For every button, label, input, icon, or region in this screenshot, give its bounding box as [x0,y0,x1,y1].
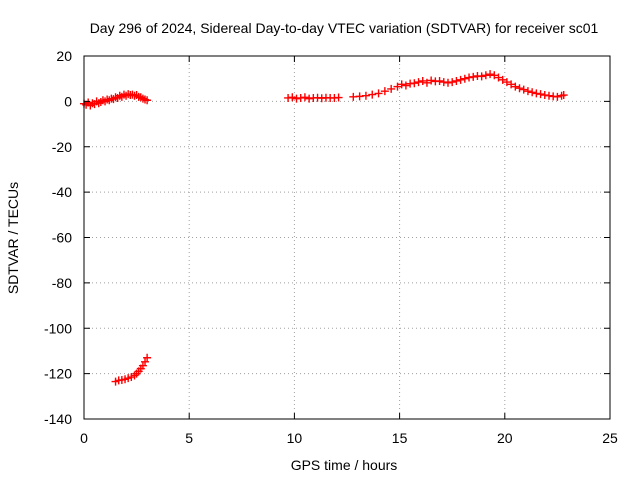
x-tick-labels: 0 5 10 15 20 25 [80,430,618,446]
x-tick-label: 25 [602,430,618,446]
data-point [435,76,444,85]
chart-title: Day 296 of 2024, Sidereal Day-to-day VTE… [90,20,599,36]
x-tick-label: 20 [497,430,513,446]
data-point [452,76,461,85]
data-point [143,96,152,105]
data-point [288,93,297,102]
data-point [387,84,396,93]
y-tick-label: -80 [52,275,72,291]
y-tick-label: -40 [52,184,72,200]
x-tick-label: 15 [392,430,408,446]
grid-lines [84,56,610,419]
data-point [507,80,516,89]
data-point [477,72,486,81]
y-tick-label: -100 [44,320,72,336]
y-tick-label: -140 [44,411,72,427]
y-tick-labels: 20 0 -20 -40 -60 -80 -100 -120 -140 [44,48,72,427]
data-point [481,71,490,80]
data-point [559,91,568,100]
y-tick-label: 0 [64,93,72,109]
y-tick-label: 20 [56,48,72,64]
data-point [456,75,465,84]
y-axis-label: SDTVAR / TECUs [5,182,21,294]
data-point [422,78,431,87]
data-point [401,81,410,90]
data-point [397,80,406,89]
data-point [553,92,562,101]
data-point [374,89,383,98]
data-point [418,76,427,85]
data-point [486,70,495,79]
data-point [515,84,524,93]
data-point [519,85,528,94]
y-tick-label: -120 [44,366,72,382]
data-point [393,82,402,91]
data-point [469,72,478,81]
data-point [536,90,545,99]
data-point [523,87,532,96]
data-point [490,71,499,80]
y-tick-label: -20 [52,139,72,155]
data-point [414,78,423,87]
data-point [460,74,469,83]
data-point [410,79,419,88]
data-point [361,91,370,100]
data-point [380,87,389,96]
x-tick-label: 10 [287,430,303,446]
data-point [498,75,507,84]
data-point [494,73,503,82]
x-tick-label: 5 [185,430,193,446]
data-point [334,93,343,102]
data-point [368,90,377,99]
data-point [448,78,457,87]
data-point [427,76,436,85]
data-point [528,88,537,97]
data-point [300,93,309,102]
data-point [502,78,511,87]
x-axis-label: GPS time / hours [291,457,398,473]
data-points [80,70,568,386]
axis-ticks [83,55,611,420]
data-point [143,353,152,362]
data-point [511,82,520,91]
y-tick-label: -60 [52,230,72,246]
x-tick-label: 0 [80,430,88,446]
data-point [141,357,150,366]
